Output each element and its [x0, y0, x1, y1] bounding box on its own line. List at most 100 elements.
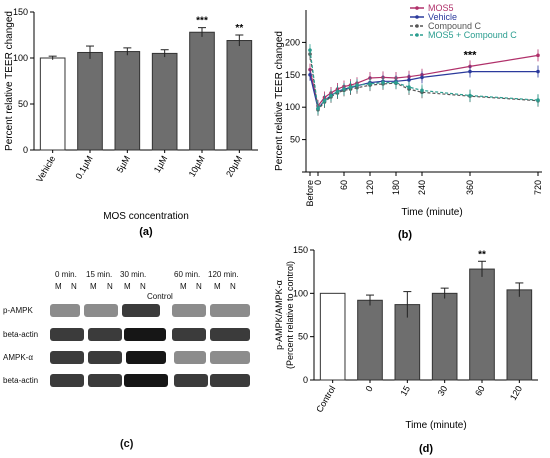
band [124, 328, 166, 341]
y-axis-title: Percent relative TEER changed [4, 11, 15, 151]
y-axis-subtitle: (Percent relative to control) [285, 261, 295, 369]
band [50, 374, 84, 387]
data-point [342, 87, 346, 91]
blot-time-label: 30 min. [120, 270, 147, 279]
y-tick-label: 0 [303, 375, 308, 385]
x-axis-title: Time (minute) [401, 207, 462, 218]
data-point [420, 75, 424, 80]
panel-label-d: (d) [419, 443, 433, 455]
data-point [536, 69, 540, 74]
data-point [381, 80, 385, 85]
band [126, 351, 166, 364]
x-tick-label: Before [305, 180, 315, 207]
blot-band-row [44, 304, 259, 317]
bar [226, 40, 253, 151]
data-point [329, 93, 333, 98]
x-tick-label: 180 [391, 180, 401, 195]
data-point [394, 80, 398, 85]
blot-time-label: 60 min. [174, 270, 201, 279]
lane-label-control: Control [147, 292, 173, 301]
data-point [420, 88, 424, 93]
panel-label-a: (a) [139, 226, 153, 238]
band [124, 374, 168, 387]
panel-label-c: (c) [120, 438, 134, 450]
x-tick-label: 10µM [187, 154, 207, 179]
band [172, 328, 206, 341]
chart-a: 0 50 100 150 Vehicle 0.1µM 5µM 1µM *** 10µM ** 20µM… [4, 7, 258, 238]
band [50, 304, 80, 317]
x-tick-label: Vehicle [34, 154, 57, 184]
x-axis-title: Time (minute) [405, 420, 466, 431]
data-point [308, 73, 312, 77]
bar [506, 289, 533, 381]
y-tick-label: 0 [23, 145, 28, 155]
bar [319, 292, 346, 381]
legend-label: MOS5 [428, 3, 454, 13]
band [174, 351, 206, 364]
x-tick-label: 60 [339, 180, 349, 190]
x-tick-label: 15 [398, 384, 412, 398]
x-axis-title: MOS concentration [103, 211, 189, 222]
data-point [368, 82, 372, 86]
legend-label: Vehicle [428, 12, 457, 22]
band [88, 374, 122, 387]
bar [189, 31, 215, 151]
legend-marker [415, 15, 419, 19]
significance-marker: ** [235, 23, 243, 34]
series-line [309, 50, 539, 110]
western-blot: 0 min. 15 min. 30 min. 60 min. 120 min. … [0, 248, 270, 458]
band [172, 304, 206, 317]
data-point [335, 89, 340, 94]
y-tick-label: 150 [293, 245, 308, 255]
x-tick-label: 60 [473, 384, 487, 398]
blot-time-label: 0 min. [55, 270, 77, 279]
y-tick-label: 50 [18, 99, 28, 109]
band [50, 351, 84, 364]
lane-label: N [140, 282, 146, 291]
data-point [316, 106, 320, 111]
blot-row-label: AMPK-α [3, 353, 33, 362]
bar [114, 51, 141, 151]
data-point [348, 85, 353, 89]
blot-time-label: 120 min. [208, 270, 239, 279]
band [88, 328, 122, 341]
band [210, 304, 250, 317]
bar [39, 57, 66, 151]
blot-time-label: 15 min. [86, 270, 113, 279]
lane-label: N [196, 282, 202, 291]
lane-label: M [214, 282, 221, 291]
legend-marker [415, 33, 419, 37]
data-point [407, 85, 411, 89]
data-point [407, 78, 411, 82]
legend-label: MOS5 + Compound C [428, 30, 517, 40]
x-tick-label: 1µM [152, 154, 170, 174]
blot-row-label: p-AMPK [3, 306, 33, 315]
bar [357, 299, 383, 381]
lane-label: N [71, 282, 77, 291]
data-point [308, 48, 312, 52]
blot-band-row [44, 328, 259, 341]
band [210, 374, 250, 387]
y-tick-label: 100 [293, 288, 308, 298]
band [88, 351, 122, 364]
lane-label: M [90, 282, 97, 291]
data-point [322, 98, 327, 103]
band [174, 374, 208, 387]
panel-label-b: (b) [398, 229, 412, 241]
significance-marker: *** [464, 50, 478, 62]
y-tick-label: 50 [298, 332, 308, 342]
x-tick-label: 240 [417, 180, 427, 195]
x-tick-label: 0 [364, 384, 375, 393]
x-tick-label: 0 [313, 180, 323, 185]
y-axis-title: p-AMPK/AMPK-α [274, 280, 284, 350]
data-point [536, 98, 540, 102]
bar [469, 268, 495, 381]
x-tick-label: 20µM [224, 154, 244, 179]
x-tick-label: 120 [508, 384, 524, 402]
data-point [468, 69, 472, 74]
y-tick-label: 200 [285, 37, 300, 47]
data-point [536, 53, 540, 58]
band [84, 304, 118, 317]
y-tick-label: 50 [290, 135, 300, 145]
